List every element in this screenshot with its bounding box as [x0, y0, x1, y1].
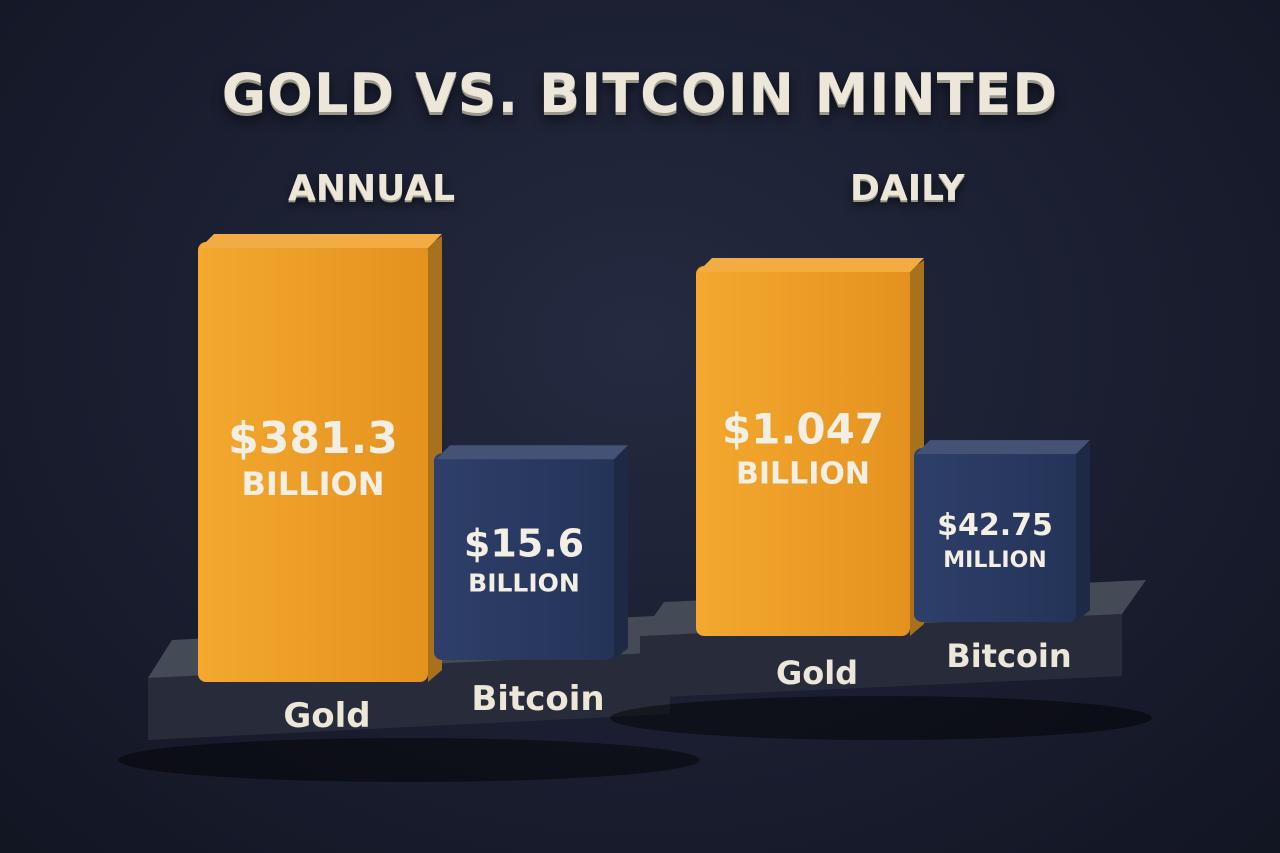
- annual-category-label-bitcoin: Bitcoin: [471, 679, 604, 719]
- annual-gold-value-unit: BILLION: [242, 465, 385, 503]
- daily-bitcoin-value-unit: MILLION: [943, 548, 1046, 573]
- annual-panel-title: ANNUAL: [288, 168, 456, 209]
- daily-gold-value-unit: BILLION: [736, 457, 870, 492]
- daily-bitcoin-value-amount: $42.75: [937, 508, 1053, 543]
- daily-panel-title: DAILY: [850, 168, 965, 209]
- annual-bitcoin-value-amount: $15.6: [464, 522, 584, 566]
- chart-title: GOLD VS. BITCOIN MINTED: [221, 62, 1059, 125]
- annual-bitcoin-value-unit: BILLION: [468, 569, 580, 598]
- daily-bitcoin-bar: $42.75 MILLION: [914, 440, 1090, 622]
- daily-gold-value-amount: $1.047: [722, 405, 884, 454]
- annual-category-label-gold: Gold: [283, 696, 370, 736]
- annual-bitcoin-bar: $15.6 BILLION: [434, 445, 628, 660]
- daily-category-label-gold: Gold: [776, 654, 858, 692]
- daily-category-label-bitcoin: Bitcoin: [946, 637, 1071, 675]
- annual-gold-value-amount: $381.3: [228, 413, 398, 464]
